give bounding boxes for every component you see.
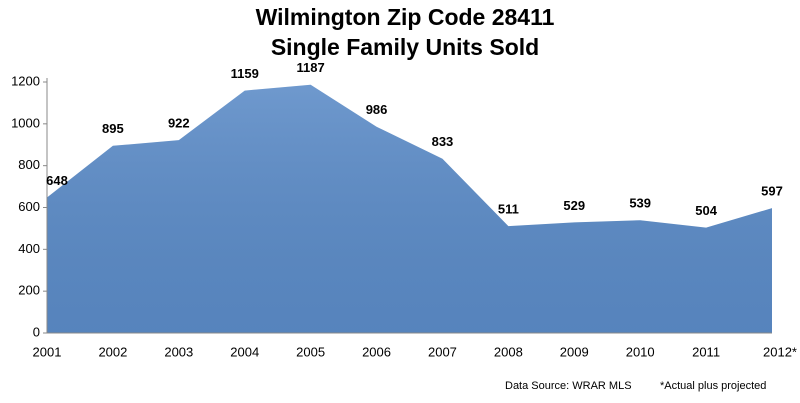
- chart-subtitle: Single Family Units Sold: [271, 34, 539, 60]
- y-tick-label: 1200: [11, 73, 40, 88]
- y-tick-label: 600: [18, 199, 40, 214]
- value-label: 504: [695, 203, 717, 218]
- value-label: 1159: [231, 66, 259, 81]
- value-label: 529: [563, 198, 585, 213]
- y-tick-label: 800: [18, 157, 40, 172]
- x-tick-label: 2004: [230, 344, 259, 359]
- value-label: 922: [168, 116, 190, 131]
- x-tick-label: 2007: [428, 344, 457, 359]
- value-label: 986: [366, 102, 388, 117]
- value-label: 648: [46, 173, 68, 188]
- x-tick-label: 2009: [560, 344, 589, 359]
- value-label: 539: [629, 196, 651, 211]
- value-label: 895: [102, 121, 124, 136]
- value-label: 1187: [297, 60, 325, 75]
- footnote: *Actual plus projected: [660, 380, 766, 392]
- x-tick-label: 2005: [296, 344, 325, 359]
- x-tick-label: 2011: [692, 344, 720, 359]
- y-tick-label: 200: [18, 283, 40, 298]
- chart-title: Wilmington Zip Code 28411: [256, 4, 555, 30]
- value-label: 833: [432, 134, 454, 149]
- x-tick-label: 2008: [494, 344, 523, 359]
- x-tick-label: 2012*: [763, 344, 797, 359]
- source-note: Data Source: WRAR MLS: [505, 380, 632, 392]
- y-tick-label: 400: [18, 241, 40, 256]
- value-label: 511: [498, 202, 519, 217]
- x-tick-label: 2001: [33, 344, 62, 359]
- x-tick-label: 2010: [626, 344, 655, 359]
- x-tick-label: 2002: [98, 344, 127, 359]
- y-tick-label: 0: [33, 324, 40, 339]
- x-tick-label: 2003: [164, 344, 193, 359]
- y-tick-label: 1000: [11, 115, 40, 130]
- area-shade: [47, 84, 772, 333]
- value-label: 597: [761, 184, 783, 199]
- x-tick-label: 2006: [362, 344, 391, 359]
